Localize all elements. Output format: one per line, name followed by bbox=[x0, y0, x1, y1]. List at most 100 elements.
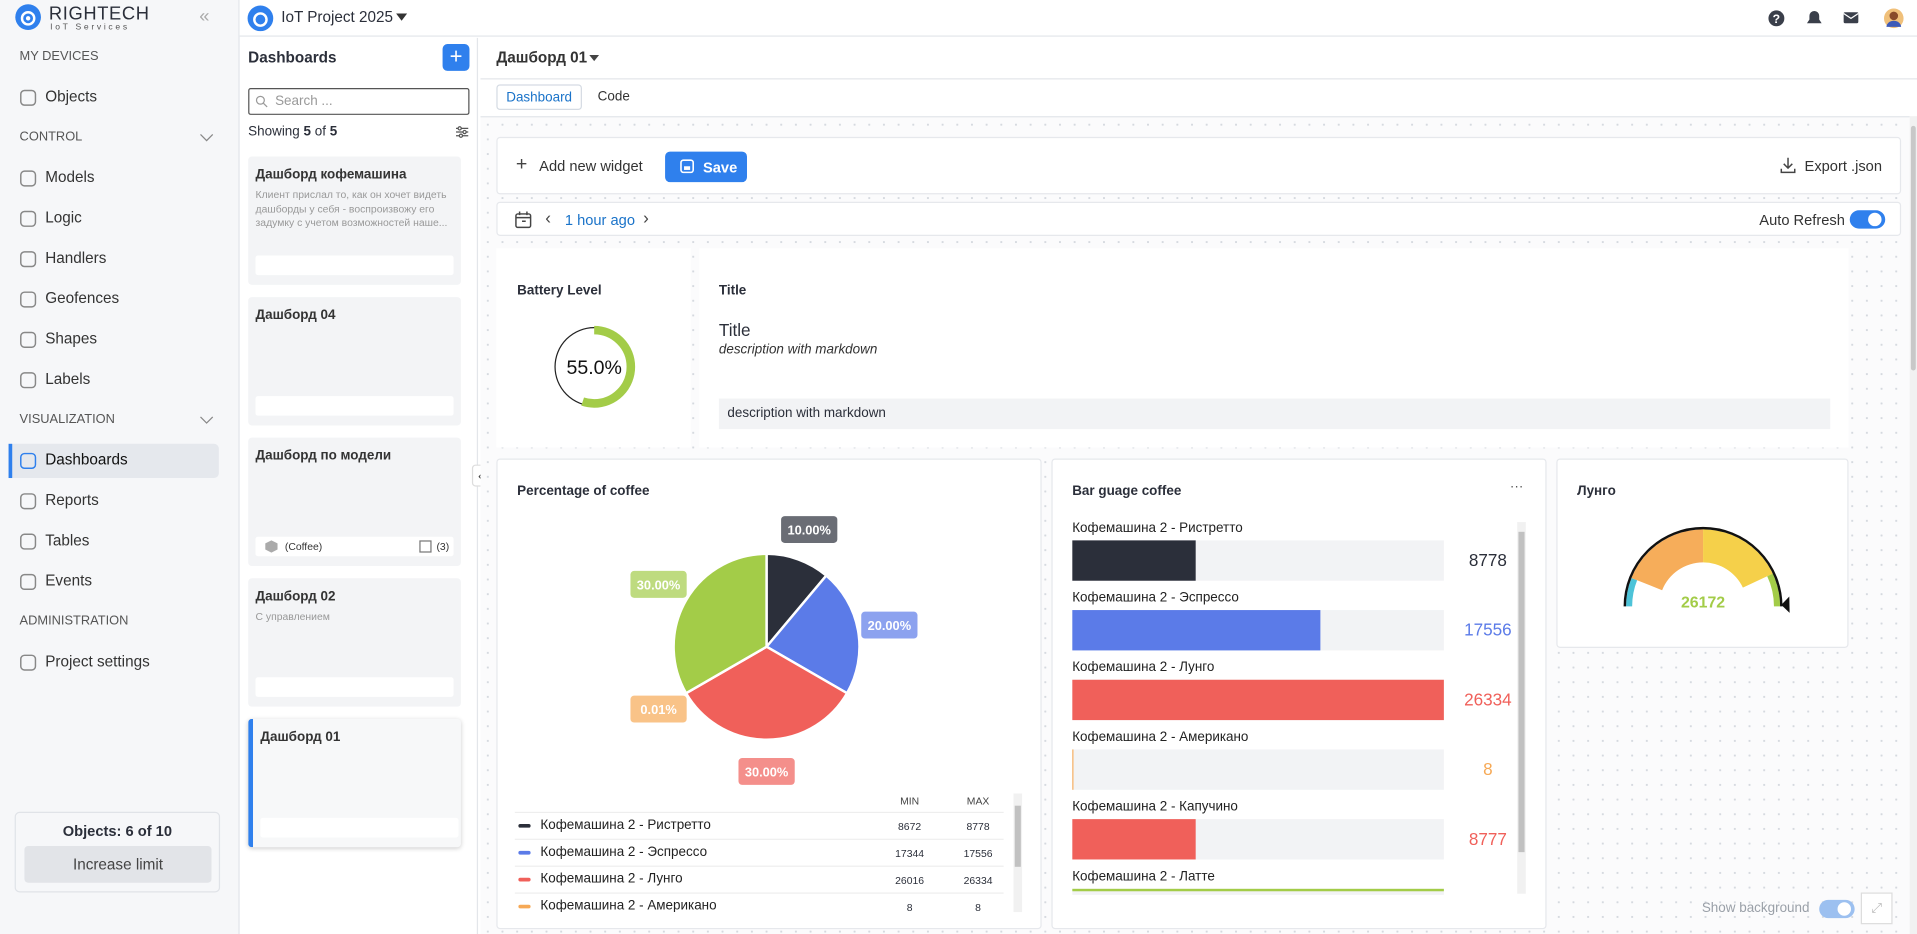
dashboard-card[interactable]: Дашборд 02 С управлением bbox=[248, 578, 461, 707]
widget-title: Bar guage coffee bbox=[1072, 484, 1182, 499]
bar bbox=[1072, 610, 1320, 651]
logo-subtitle: IoT Services bbox=[50, 23, 130, 32]
nav-icon bbox=[20, 533, 37, 550]
scrollbar bbox=[1909, 116, 1917, 934]
section-title: MY DEVICES bbox=[19, 48, 99, 64]
bar-value: 8777 bbox=[1468, 828, 1507, 849]
next-button[interactable]: › bbox=[643, 207, 649, 228]
bar-list: Кофемашина 2 - Ристретто 8778 Кофемашина 2… bbox=[1072, 520, 1512, 895]
collapse-chevron[interactable] bbox=[200, 134, 214, 142]
card-description: Клиент прислал то, как он хочет видеть д… bbox=[255, 188, 448, 229]
nav-item[interactable]: Shapes bbox=[45, 330, 98, 348]
icon-shape bbox=[20, 493, 37, 510]
logo: RIGHTECH bbox=[48, 3, 150, 25]
dashboard-card[interactable]: Дашборд 01 bbox=[248, 718, 461, 848]
table-header: MIN bbox=[900, 794, 920, 807]
markdown-widget: Title Title description with markdown de… bbox=[699, 248, 1849, 448]
nav: MY DEVICES Objects CONTROL Models Logic Handl… bbox=[0, 0, 240, 782]
collapse-button[interactable]: « bbox=[199, 6, 210, 27]
icon-shape bbox=[20, 210, 37, 227]
pie-label: 20.00% bbox=[868, 618, 912, 633]
nav-item[interactable]: Dashboards bbox=[45, 451, 128, 469]
battery-value: 55.0% bbox=[566, 357, 621, 379]
row-max: 8 bbox=[975, 901, 981, 913]
legend-swatch bbox=[518, 824, 531, 828]
bar-name: Кофемашина 2 - Латте bbox=[1072, 869, 1215, 884]
gauge-band bbox=[1703, 529, 1773, 588]
fullscreen-button[interactable]: ⤢ bbox=[1860, 892, 1893, 925]
pie-label: 30.00% bbox=[745, 764, 789, 779]
icon-shape bbox=[20, 533, 37, 550]
widget-menu[interactable]: ··· bbox=[1509, 479, 1524, 494]
auto-refresh-label: Auto Refresh bbox=[1759, 211, 1845, 229]
collapse-chevron[interactable] bbox=[200, 416, 214, 424]
icon-shape bbox=[20, 170, 37, 187]
pie-slice bbox=[764, 573, 861, 695]
card-list: Дашборд кофемашина Клиент прислал то, как… bbox=[241, 38, 478, 894]
show-background-toggle[interactable] bbox=[1819, 899, 1855, 919]
add-widget-button[interactable]: Add new widget bbox=[539, 157, 643, 175]
row-min: 8 bbox=[906, 901, 913, 913]
battery-arc bbox=[553, 325, 636, 408]
section-title: VISUALIZATION bbox=[19, 412, 115, 427]
search-placeholder: Search ... bbox=[275, 94, 333, 109]
card-title: Дашборд 02 bbox=[255, 589, 336, 604]
project-name[interactable]: IoT Project 2025 bbox=[281, 8, 394, 26]
total: 5 bbox=[329, 124, 338, 140]
save-icon bbox=[680, 159, 694, 174]
nav-item[interactable]: Handlers bbox=[45, 249, 107, 267]
card-footer: (Coffee) (3) bbox=[255, 536, 454, 557]
topbar: IoT Project 2025 ? bbox=[239, 0, 1917, 37]
nav-item[interactable]: Models bbox=[45, 168, 95, 186]
save-button[interactable]: Save bbox=[665, 151, 747, 183]
markdown-heading: Title bbox=[718, 320, 751, 340]
nav-item[interactable]: Geofences bbox=[45, 289, 120, 307]
scroll-thumb bbox=[1518, 531, 1525, 853]
row-divider bbox=[514, 865, 1004, 867]
nav-icon bbox=[20, 331, 37, 348]
card-title: Дашборд по модели bbox=[255, 448, 392, 464]
bar-name: Кофемашина 2 - Эспрессо bbox=[1072, 590, 1239, 606]
nav-item[interactable]: Labels bbox=[45, 370, 91, 388]
card-description: С управлением bbox=[255, 610, 330, 623]
dashboard-title[interactable]: Дашборд 01 bbox=[496, 48, 588, 67]
pie-label: 30.00% bbox=[637, 577, 681, 592]
increase-limit-button[interactable]: Increase limit bbox=[24, 846, 212, 883]
tab[interactable]: Dashboard bbox=[496, 84, 582, 111]
dashboard-card[interactable]: Дашборд по модели (Coffee) (3) bbox=[248, 437, 461, 567]
add-dashboard-button[interactable]: + bbox=[442, 44, 470, 71]
prev-button[interactable]: ‹ bbox=[545, 207, 551, 228]
filter-icon[interactable] bbox=[456, 126, 469, 138]
row-name: Кофемашина 2 - Лунго bbox=[540, 871, 683, 887]
row-min: 17344 bbox=[895, 847, 925, 860]
nav-item[interactable]: Reports bbox=[45, 491, 99, 509]
nav-icon bbox=[20, 210, 37, 227]
auto-refresh-toggle[interactable] bbox=[1849, 210, 1886, 229]
card-footer bbox=[255, 677, 454, 697]
search-input[interactable]: Search ... bbox=[248, 88, 470, 115]
calendar-icon[interactable] bbox=[515, 211, 532, 229]
card-title: Дашборд 04 bbox=[255, 308, 336, 323]
card-objects: (3) bbox=[436, 540, 450, 553]
export-button[interactable]: Export .json bbox=[1804, 157, 1883, 175]
nav-item[interactable]: Logic bbox=[45, 209, 82, 227]
nav-item[interactable]: Objects bbox=[45, 88, 98, 106]
legend-swatch bbox=[518, 904, 531, 909]
nav-item[interactable]: Tables bbox=[45, 531, 90, 549]
nav-item[interactable]: Events bbox=[45, 572, 92, 590]
nav-item[interactable]: Project settings bbox=[45, 652, 150, 670]
table-scrollbar bbox=[1013, 793, 1023, 913]
time-range[interactable]: 1 hour ago bbox=[564, 211, 635, 229]
dashboard-card[interactable]: Дашборд кофемашина Клиент прислал то, как… bbox=[248, 156, 461, 285]
nav-icon bbox=[20, 291, 37, 308]
search-icon bbox=[255, 95, 268, 108]
tab[interactable]: Code bbox=[597, 89, 630, 104]
gauge-band bbox=[1631, 529, 1704, 591]
caret bbox=[589, 55, 600, 62]
nav-icon bbox=[20, 573, 37, 591]
dashboard-card[interactable]: Дашборд 04 bbox=[248, 297, 461, 426]
card-title: Дашборд 01 bbox=[260, 729, 341, 745]
nav-icon bbox=[20, 89, 37, 106]
toolbar: + Add new widget Save Export .json bbox=[496, 136, 1902, 195]
